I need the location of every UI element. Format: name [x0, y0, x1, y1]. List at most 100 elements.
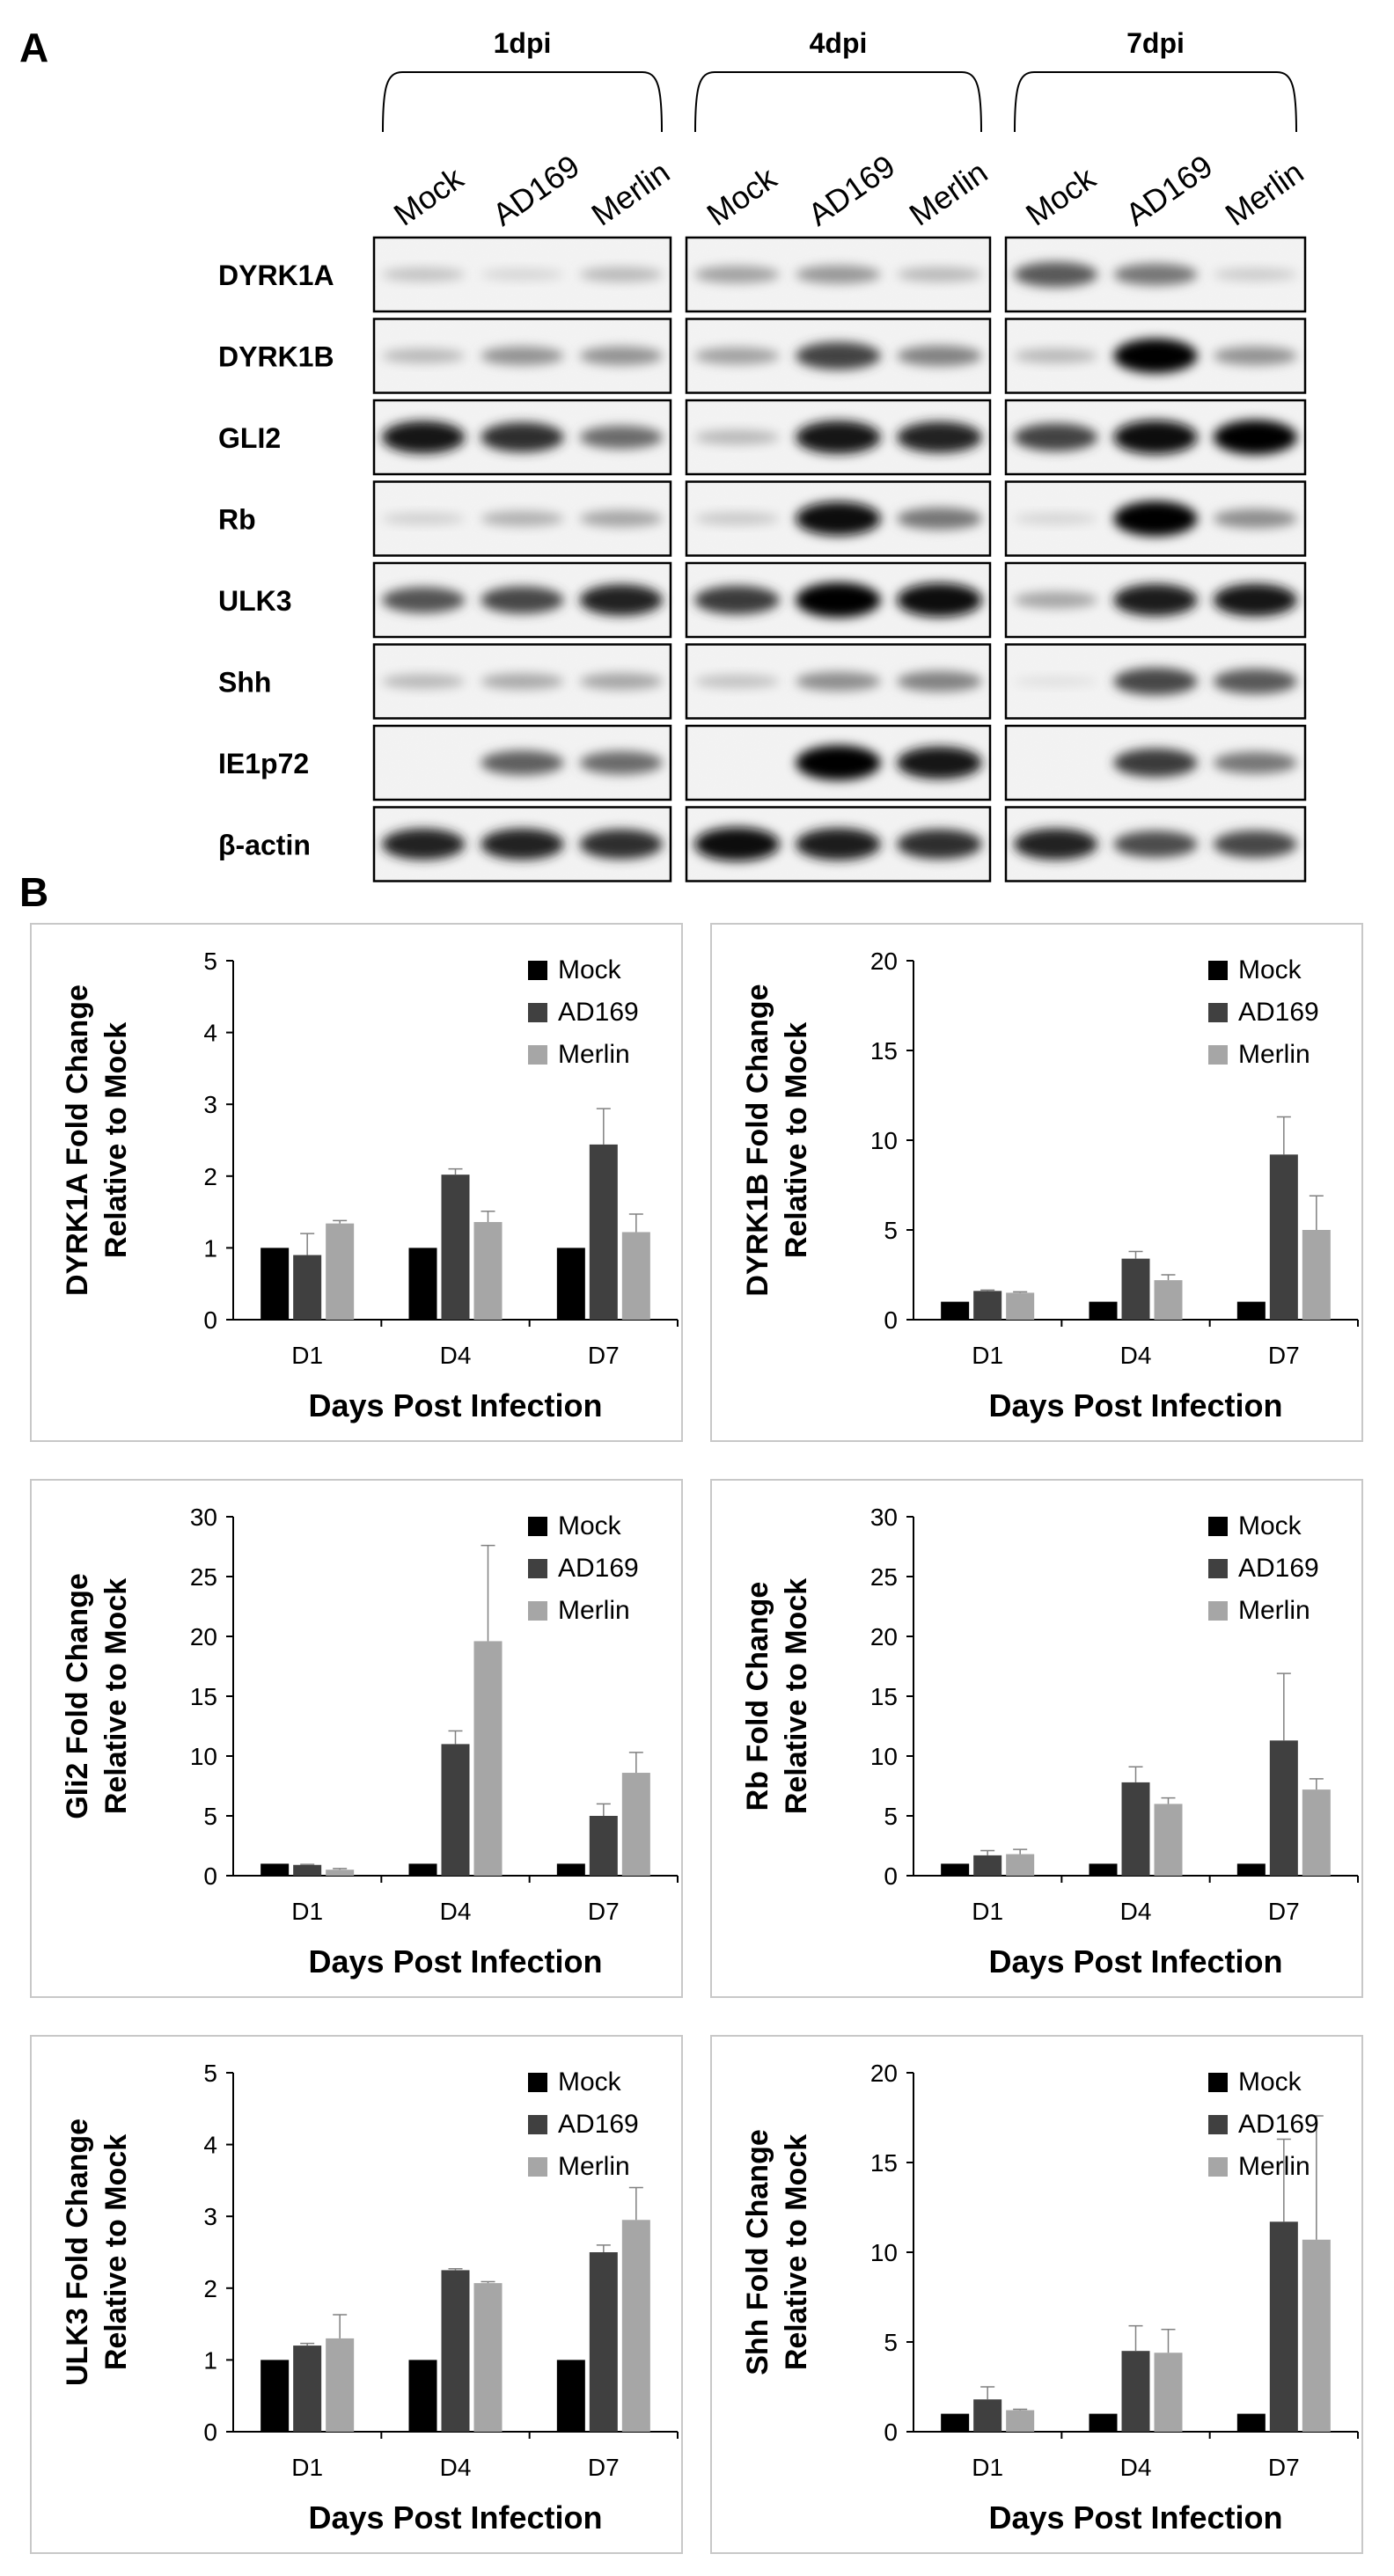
panel-a-label: A — [19, 25, 48, 70]
blot-strip — [1004, 561, 1307, 639]
y-tick-label: 0 — [203, 1862, 217, 1890]
x-axis-label: Days Post Infection — [308, 1387, 602, 1423]
blot-strip — [685, 399, 992, 476]
bar-chart: 0 1 2 3 4 5 D1 D4 D7 Days Post Infection DYRK1A Fo… — [30, 923, 683, 1442]
protein-label: ULK3 — [218, 585, 292, 617]
blot-band — [481, 828, 564, 860]
y-tick-label: 20 — [870, 2060, 898, 2087]
blot-band — [579, 267, 664, 282]
blot-band — [381, 512, 466, 525]
legend-swatch — [528, 961, 547, 980]
legend-label: AD169 — [558, 998, 639, 1027]
blot-band — [694, 827, 780, 861]
bar — [973, 1291, 1002, 1320]
y-tick-label: 10 — [190, 1743, 217, 1770]
legend-swatch — [1208, 1517, 1228, 1536]
bar — [408, 1863, 437, 1876]
x-tick-label: D4 — [1120, 2454, 1152, 2481]
blot-band — [897, 829, 982, 860]
blot-band — [1213, 583, 1297, 617]
legend-swatch — [1208, 1003, 1228, 1022]
bar — [1089, 1863, 1118, 1876]
blot-band — [381, 674, 466, 689]
bar — [1302, 2239, 1331, 2432]
x-axis-label: Days Post Infection — [988, 1387, 1282, 1423]
bar — [1006, 1292, 1035, 1320]
x-tick-label: D4 — [440, 2454, 472, 2481]
timepoint-label: 1dpi — [494, 27, 552, 59]
bar — [441, 1175, 470, 1320]
blot-band — [1213, 831, 1297, 858]
bar — [941, 1301, 970, 1320]
blot-band — [897, 421, 982, 453]
blot-strip — [685, 561, 992, 639]
bar — [941, 2413, 970, 2432]
blot-strip — [372, 480, 672, 557]
bar — [1089, 1301, 1118, 1320]
blot-strip — [685, 236, 992, 313]
chart-frame — [30, 923, 683, 1442]
legend-label: Mock — [1238, 1511, 1302, 1540]
y-axis-label: ULK3 Fold Change Relative to Mock — [61, 2119, 133, 2386]
y-tick-label: 5 — [203, 2060, 217, 2087]
blot-band — [1113, 420, 1198, 455]
protein-label: Rb — [218, 504, 256, 536]
legend-label: Mock — [558, 1511, 622, 1540]
legend-swatch — [1208, 1601, 1228, 1621]
x-tick-label: D4 — [440, 1898, 472, 1925]
y-tick-label: 4 — [203, 2132, 217, 2159]
x-tick-label: D1 — [291, 2454, 323, 2481]
blot-strip — [1004, 480, 1307, 557]
y-axis-label: Rb Fold Change Relative to Mock — [741, 1578, 813, 1814]
y-tick-label: 20 — [870, 948, 898, 975]
blot-band — [481, 268, 564, 281]
blot-band — [1113, 831, 1198, 858]
timepoint-bracket — [1014, 71, 1297, 133]
chart-frame — [30, 1479, 683, 1998]
legend-label: Merlin — [558, 2152, 630, 2181]
bar — [326, 2338, 355, 2432]
blot-band — [694, 347, 780, 365]
blot-band — [579, 829, 664, 860]
blot-band — [481, 673, 564, 690]
legend-swatch — [1208, 961, 1228, 980]
panel-b-label: B — [19, 869, 48, 915]
blot-strip — [372, 318, 672, 394]
bar — [473, 1222, 503, 1320]
blot-strip — [1004, 318, 1307, 394]
bar — [293, 2345, 322, 2432]
legend-label: AD169 — [1238, 2110, 1319, 2139]
y-tick-label: 20 — [190, 1623, 217, 1650]
legend-swatch — [528, 1517, 547, 1536]
blot-band — [796, 421, 881, 454]
x-axis-label: Days Post Infection — [988, 1943, 1282, 1980]
y-tick-label: 15 — [870, 1037, 898, 1065]
y-tick-label: 5 — [884, 1217, 898, 1244]
x-axis-label: Days Post Infection — [308, 2499, 602, 2536]
y-tick-label: 30 — [190, 1504, 217, 1531]
bar — [441, 2270, 470, 2432]
x-axis-label: Days Post Infection — [308, 1943, 602, 1980]
blot-strip — [1004, 236, 1307, 313]
blot-band — [1113, 583, 1198, 617]
blot-band — [897, 267, 982, 282]
legend-label: AD169 — [1238, 998, 1319, 1027]
legend-label: Mock — [558, 2067, 622, 2097]
legend-label: AD169 — [558, 2110, 639, 2139]
bar — [473, 1641, 503, 1876]
bar — [293, 1255, 322, 1320]
blot-strip — [685, 480, 992, 557]
y-axis-label: Shh Fold Change Relative to Mock — [741, 2129, 813, 2375]
blot-band — [796, 745, 881, 780]
chart-frame — [710, 2035, 1363, 2554]
y-tick-label: 15 — [870, 2149, 898, 2177]
y-tick-label: 5 — [203, 948, 217, 975]
blot-band — [796, 582, 881, 618]
legend-label: Mock — [558, 955, 622, 984]
bar — [556, 1248, 585, 1320]
blot-band — [579, 750, 664, 775]
protein-label: DYRK1B — [218, 341, 334, 373]
legend-label: Merlin — [1238, 1040, 1310, 1069]
protein-label: DYRK1A — [218, 260, 334, 291]
